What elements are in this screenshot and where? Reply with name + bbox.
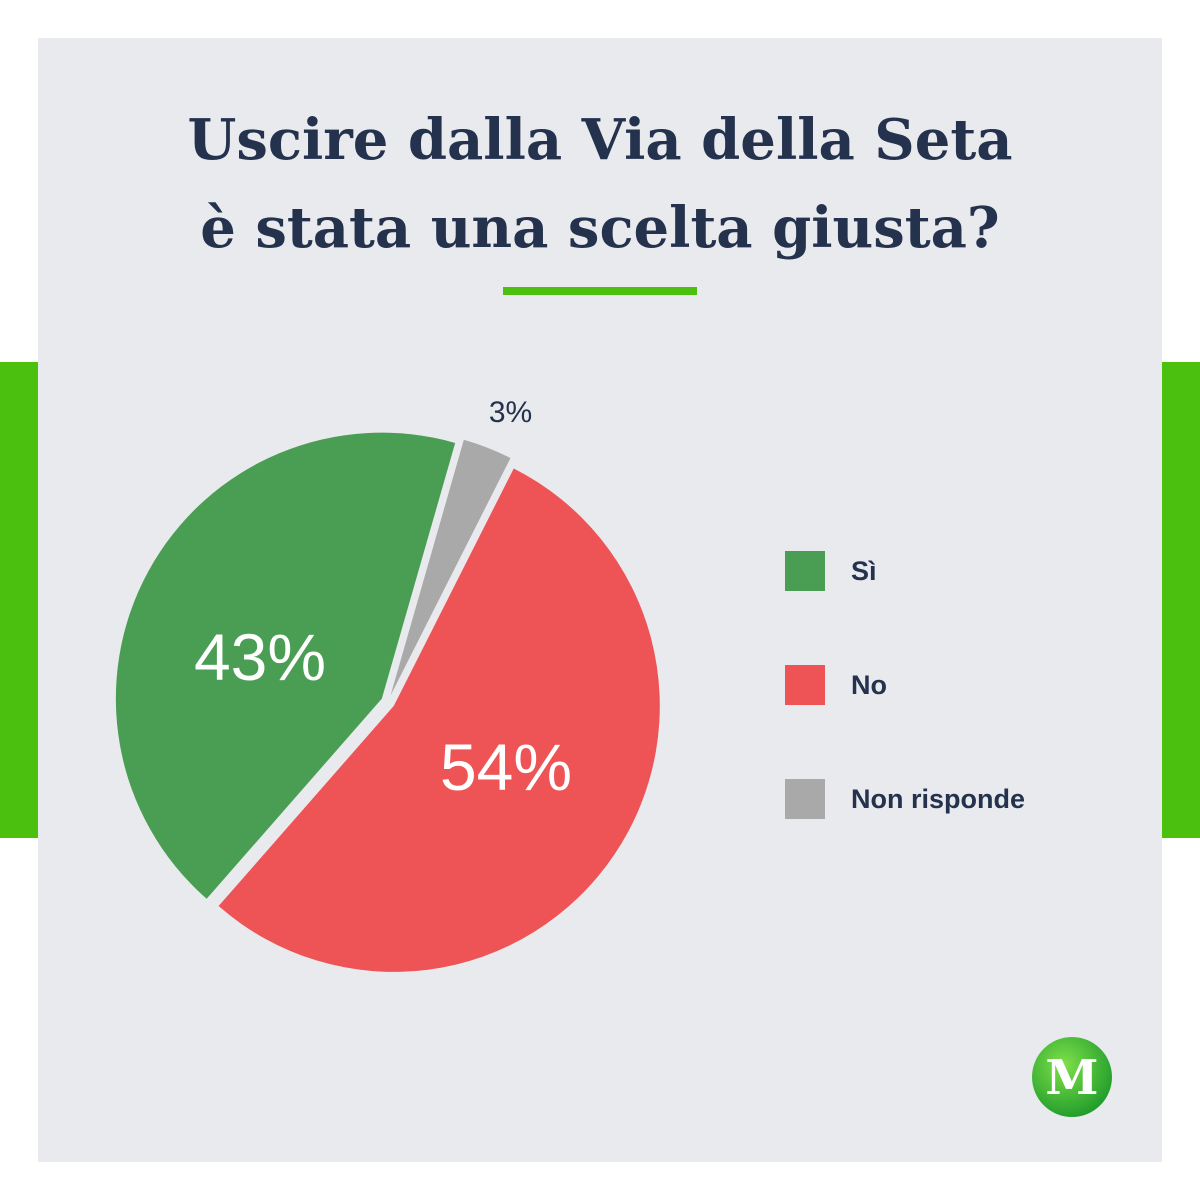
- legend-swatch: [785, 779, 825, 819]
- chart-title: Uscire dalla Via della Seta è stata una …: [0, 96, 1200, 272]
- slice-label-no: 54%: [440, 730, 572, 804]
- right-accent-bar: [1162, 362, 1200, 838]
- slice-label-si: 43%: [194, 620, 326, 694]
- legend-item-no: No: [785, 665, 1025, 705]
- logo-circle: [1032, 1037, 1112, 1117]
- legend-label: Non risponde: [851, 783, 1025, 814]
- legend-label: No: [851, 669, 887, 700]
- legend: Sì No Non risponde: [785, 551, 1025, 893]
- legend-item-si: Sì: [785, 551, 1025, 591]
- chart-title-line-1: Uscire dalla Via della Seta: [187, 107, 1013, 173]
- left-accent-bar: [0, 362, 40, 838]
- chart-title-line-2: è stata una scelta giusta?: [200, 195, 1000, 261]
- legend-swatch: [785, 551, 825, 591]
- logo: M: [1032, 1037, 1112, 1117]
- slice-no: [218, 468, 660, 972]
- slice-si: [115, 432, 456, 899]
- logo-letter: M: [1045, 1050, 1098, 1106]
- legend-label: Sì: [851, 555, 877, 586]
- title-underline: [503, 287, 697, 295]
- slice-non-risponde: [390, 439, 511, 696]
- legend-item-non-risponde: Non risponde: [785, 779, 1025, 819]
- legend-swatch: [785, 665, 825, 705]
- slice-label-non-risponde: 3%: [489, 396, 532, 429]
